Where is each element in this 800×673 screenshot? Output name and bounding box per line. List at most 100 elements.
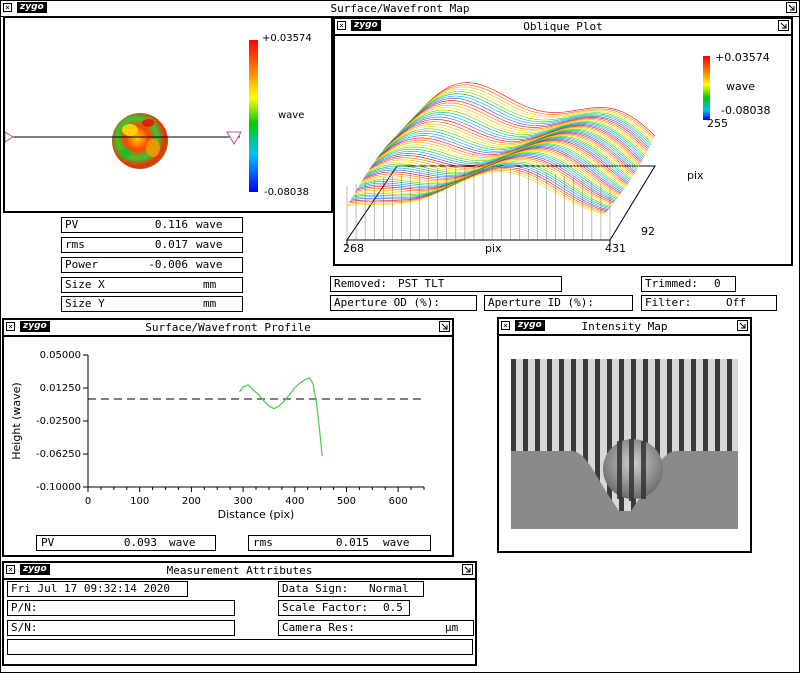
aperture-id-field: Aperture ID (%): [484,295,633,311]
timestamp-field: Fri Jul 17 09:32:14 2020 [7,581,188,597]
surface-map-panel: +0.03574 wave -0.08038 [3,16,333,213]
surface-colorbar [249,40,258,192]
oblique-scale-unit: wave [726,80,756,93]
oblique-scale-min: -0.08038 [721,104,771,117]
mesh-line [362,148,621,195]
mesh-line [393,91,652,144]
mesh-line [385,111,645,158]
mesh-line [373,136,632,179]
mesh-line [392,93,652,145]
zygo-logo: zygo [17,2,47,13]
main-window-title: Surface/Wavefront Map [330,2,470,15]
intensity-title-bar[interactable]: × zygo Intensity Map [499,319,750,336]
x-tick-label: 600 [389,496,408,507]
sn-field: S/N: [7,620,235,636]
mesh-line [388,104,647,154]
mesh-line [373,135,633,178]
intensity-close-icon[interactable]: × [501,321,510,330]
profile-series-line [239,377,323,457]
oblique-x-min: 268 [343,242,364,255]
x-axis-label: Distance (pix) [218,508,295,521]
mesh-line [386,109,646,157]
mesh-line [389,100,649,150]
oblique-colorbar [703,56,710,120]
resize-icon[interactable] [737,320,748,331]
oblique-3d-plot [346,56,710,246]
removed-field: Removed: PST TLT [330,276,562,292]
mesh-line [396,82,656,137]
main-title-bar[interactable]: × zygo Surface/Wavefront Map [1,1,799,17]
measurement-close-icon[interactable]: × [6,565,15,574]
mesh-line [346,171,606,215]
scale-factor-field: Scale Factor: 0.5 [278,600,410,616]
profile-close-icon[interactable]: × [6,322,15,331]
mesh-line [361,149,620,196]
y-axis-label: Height (wave) [10,382,23,459]
x-tick-label: 400 [285,496,304,507]
measurement-title-bar[interactable]: × zygo Measurement Attributes [4,563,475,580]
mesh-line [375,133,634,175]
mesh-line [378,130,637,171]
resize-icon[interactable] [462,564,473,575]
mesh-line [376,132,635,174]
zygo-logo: zygo [20,321,50,332]
mesh-line [383,119,642,163]
mesh-line [380,126,640,167]
stat-power: Power -0.006 wave [61,257,243,273]
y-tick-label: -0.06250 [36,449,81,460]
interferogram-image [511,359,738,529]
mesh-line [381,123,640,166]
camera-res-field: Camera Res: µm [278,620,474,636]
filter-field: Filter: Off [641,295,777,311]
y-tick-label: 0.05000 [40,350,81,361]
surface-map-disc [112,113,168,169]
oblique-title-bar[interactable]: × zygo Oblique Plot [335,19,791,36]
x-tick-label: 100 [130,496,149,507]
oblique-close-icon[interactable]: × [337,21,346,30]
x-tick-label: 300 [234,496,253,507]
y-tick-label: -0.02500 [36,416,81,427]
mesh-line [379,129,638,170]
profile-title-bar[interactable]: × zygo Surface/Wavefront Profile [4,320,452,337]
profile-pv-field: PV 0.093 wave [36,535,216,551]
mesh-line [379,128,639,169]
y-tick-label: 0.01250 [40,383,81,394]
resize-icon[interactable] [786,2,797,13]
intensity-title: Intensity Map [581,320,668,333]
notes-field[interactable] [7,639,473,655]
resize-icon[interactable] [439,321,450,332]
mesh-line [384,114,644,160]
mesh-line [387,107,646,155]
mesh-line [370,138,629,183]
mesh-line [352,162,611,208]
y-tick-label: -0.10000 [36,482,81,493]
oblique-y-min: 92 [641,225,655,238]
mesh-line [350,165,609,211]
surface-scale-min: -0.08038 [264,187,309,198]
trimmed-field: Trimmed: 0 [641,276,736,292]
surface-scale-max: +0.03574 [262,33,312,44]
mesh-line [395,86,654,140]
stat-size-y: Size Y mm [61,296,243,312]
mesh-line [395,84,655,139]
profile-chart: 0 100 200 300 400 500 600 0.05000 0.01250 -0.0250… [10,350,425,521]
resize-icon[interactable] [778,20,789,31]
stat-size-x: Size X mm [61,277,243,293]
mesh-line [391,95,651,147]
oblique-x-label: pix [485,242,502,255]
mesh-line [372,136,631,181]
stat-pv: PV 0.116 wave [61,217,243,233]
mesh-line [374,134,634,177]
close-icon[interactable]: × [3,3,12,12]
surface-map-svg [5,40,258,192]
oblique-x-max: 431 [605,242,626,255]
oblique-y-max: 255 [707,117,728,130]
cut-handle-left[interactable] [5,131,14,143]
cut-handle-right[interactable] [226,131,242,145]
zygo-logo: zygo [351,20,381,31]
mesh-line [352,161,611,207]
mesh-line [348,168,607,213]
mesh-line [384,116,643,161]
mesh-line [351,164,610,209]
zygo-logo: zygo [20,564,50,575]
